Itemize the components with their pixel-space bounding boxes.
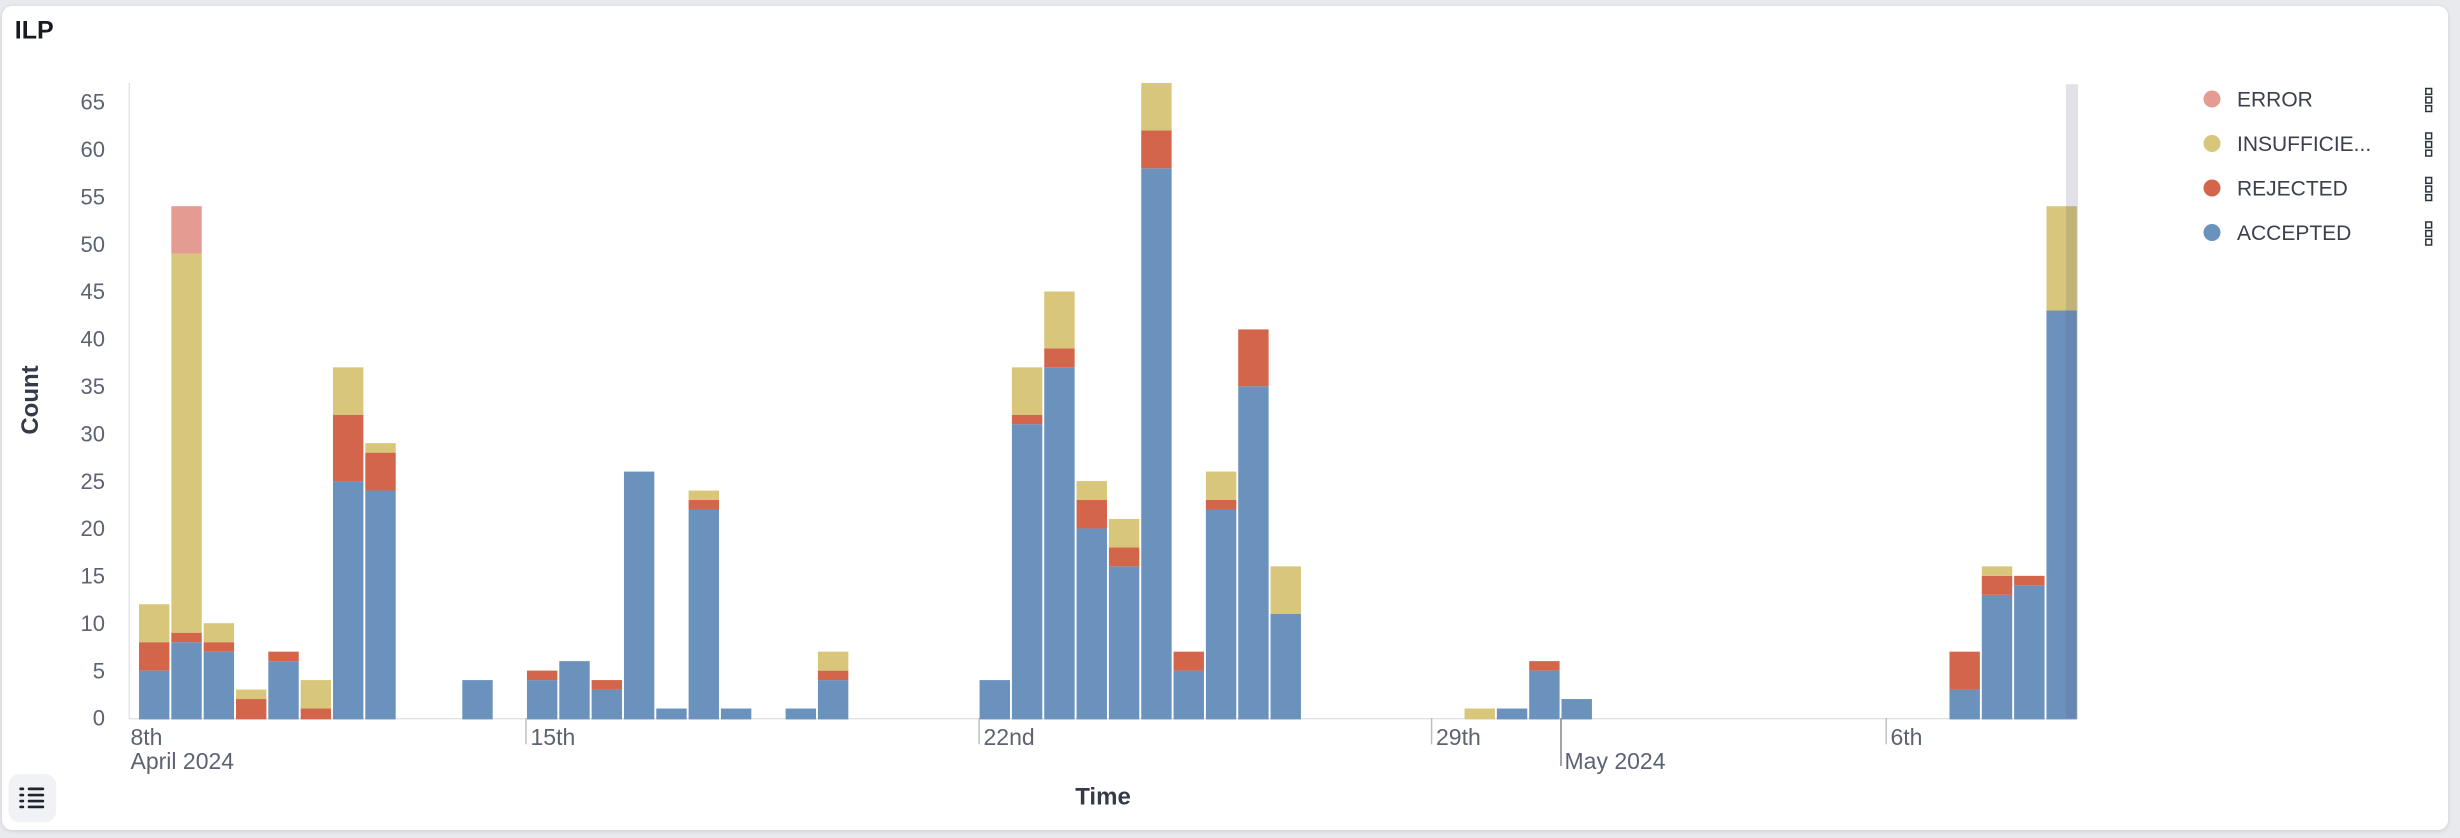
svg-text:6th: 6th bbox=[1891, 724, 1923, 750]
svg-text:REJECTED: REJECTED bbox=[2237, 178, 2348, 201]
svg-text:April 2024: April 2024 bbox=[131, 748, 235, 774]
svg-text:55: 55 bbox=[81, 184, 105, 209]
svg-text:65: 65 bbox=[81, 90, 105, 115]
svg-text:INSUFFICIE...: INSUFFICIE... bbox=[2237, 133, 2371, 156]
svg-text:60: 60 bbox=[81, 137, 105, 162]
svg-text:Count: Count bbox=[17, 365, 44, 434]
svg-text:ERROR: ERROR bbox=[2237, 89, 2313, 112]
svg-text:15: 15 bbox=[81, 564, 105, 589]
svg-text:35: 35 bbox=[81, 374, 105, 399]
svg-text:30: 30 bbox=[81, 421, 105, 446]
svg-text:ACCEPTED: ACCEPTED bbox=[2237, 222, 2351, 245]
svg-text:25: 25 bbox=[81, 469, 105, 494]
svg-text:5: 5 bbox=[93, 658, 105, 683]
svg-text:50: 50 bbox=[81, 232, 105, 257]
svg-text:ILP: ILP bbox=[15, 17, 54, 45]
svg-text:10: 10 bbox=[81, 611, 105, 636]
svg-text:29th: 29th bbox=[1436, 724, 1481, 750]
svg-text:15th: 15th bbox=[531, 724, 576, 750]
svg-text:22nd: 22nd bbox=[984, 724, 1035, 750]
svg-text:May 2024: May 2024 bbox=[1565, 748, 1666, 774]
svg-text:0: 0 bbox=[93, 706, 105, 731]
svg-text:40: 40 bbox=[81, 327, 105, 352]
svg-text:8th: 8th bbox=[131, 724, 163, 750]
svg-text:Time: Time bbox=[1075, 784, 1131, 811]
svg-text:45: 45 bbox=[81, 279, 105, 304]
svg-text:20: 20 bbox=[81, 516, 105, 541]
